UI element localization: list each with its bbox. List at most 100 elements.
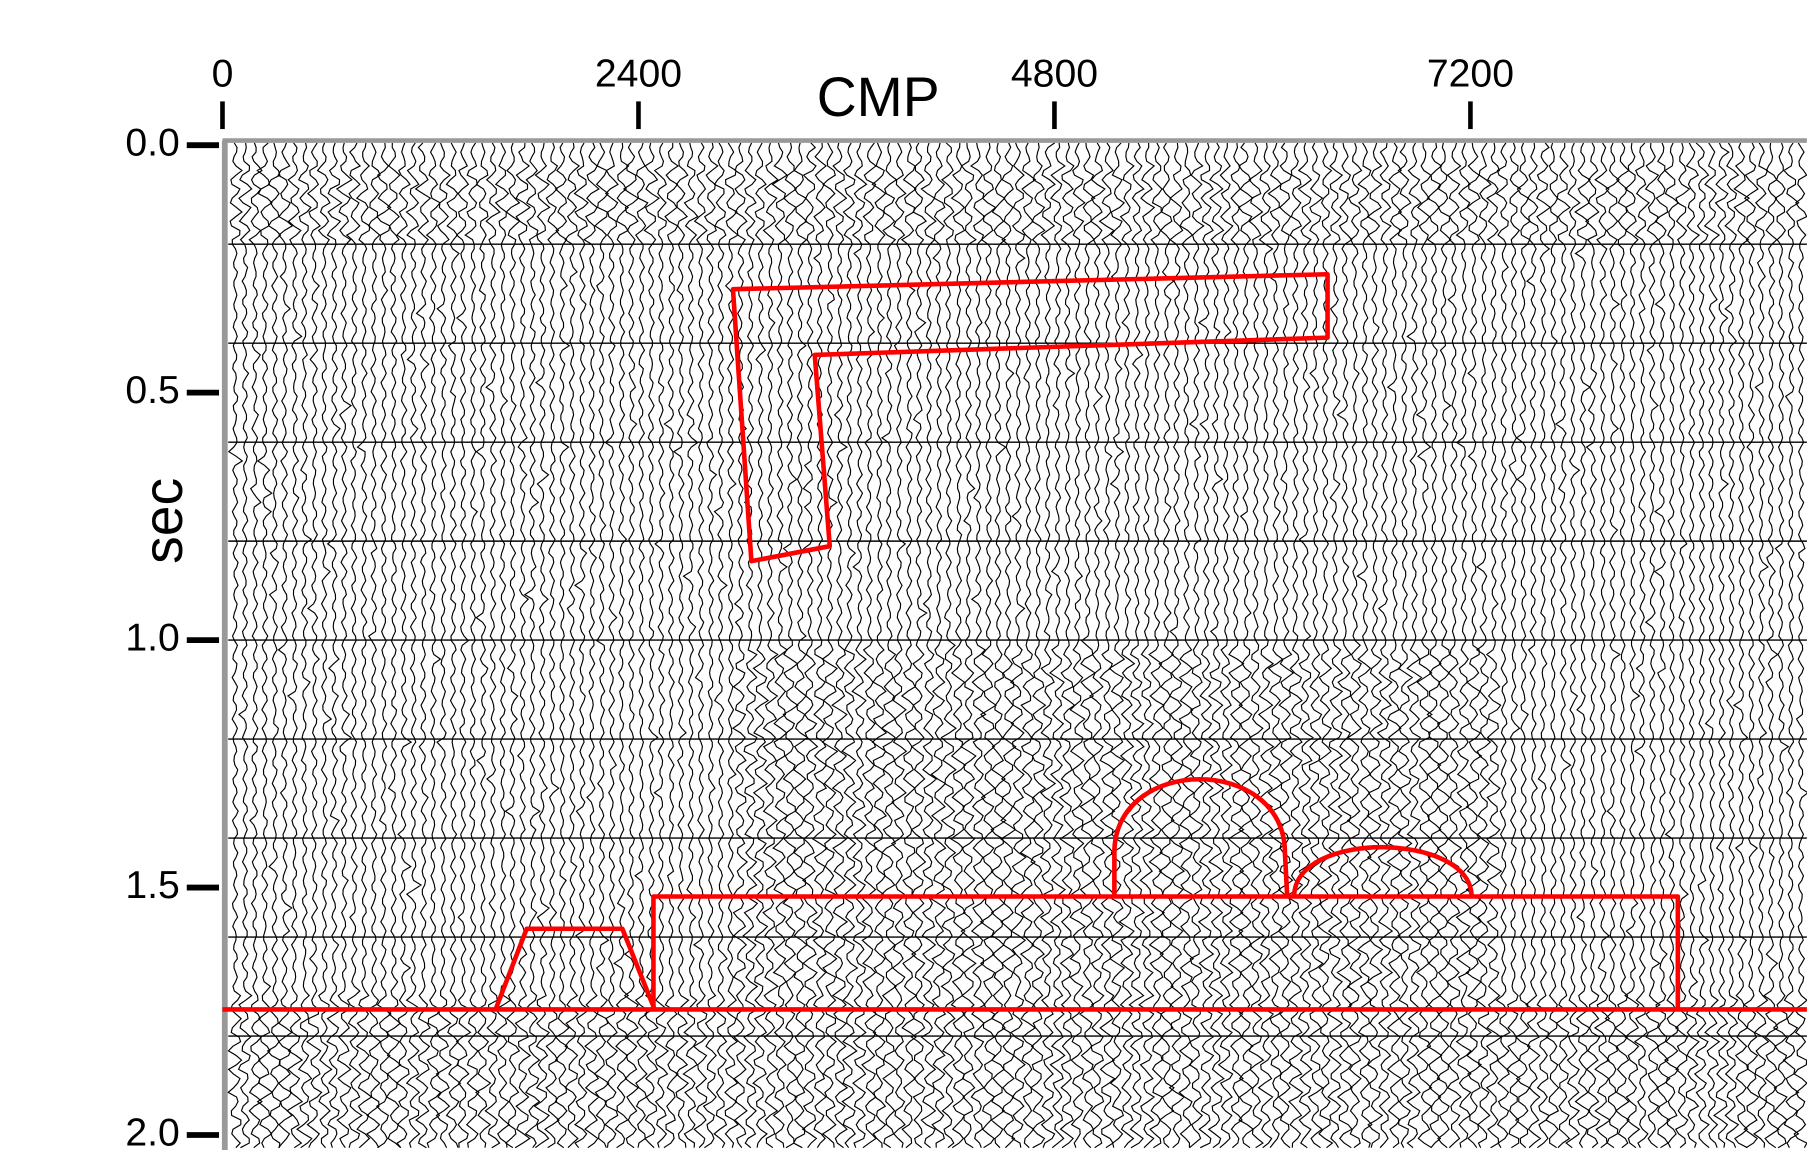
trace: [1593, 142, 1612, 1149]
trace: [1078, 142, 1097, 1149]
trace: [544, 142, 560, 1149]
trace: [435, 142, 453, 1148]
trace: [861, 142, 878, 1149]
trace: [821, 142, 839, 1148]
trace: [724, 142, 740, 1148]
trace: [1653, 142, 1671, 1149]
trace: [1168, 142, 1186, 1149]
trace: [960, 142, 977, 1149]
trace: [731, 142, 749, 1149]
trace: [1724, 142, 1740, 1148]
annotation-block: [651, 894, 1681, 1010]
trace: [445, 142, 462, 1148]
trace: [930, 142, 947, 1148]
trace: [1019, 142, 1037, 1149]
trace: [375, 142, 392, 1149]
trace: [811, 142, 829, 1149]
trace: [910, 142, 928, 1149]
trace: [1613, 142, 1631, 1149]
trace: [1465, 142, 1483, 1149]
trace: [1039, 142, 1057, 1148]
trace: [1088, 142, 1106, 1149]
trace: [880, 142, 898, 1149]
trace: [1712, 142, 1730, 1148]
trace: [1396, 142, 1414, 1148]
annotation-trapezoid: [493, 926, 657, 1011]
trace: [248, 142, 263, 1149]
trace: [1485, 142, 1503, 1149]
trace: [1763, 142, 1780, 1149]
trace: [533, 142, 551, 1149]
annotation-outline: [730, 271, 1330, 564]
y-tick-label: 2.0: [125, 1111, 179, 1150]
trace: [1525, 142, 1542, 1149]
trace: [296, 142, 313, 1149]
trace: [395, 142, 413, 1149]
trace: [1237, 142, 1255, 1149]
trace: [1584, 142, 1601, 1149]
trace: [306, 142, 323, 1148]
trace: [1446, 142, 1463, 1149]
trace: [1346, 142, 1363, 1149]
trace: [1633, 142, 1650, 1148]
y-tick-label: 1.0: [125, 616, 179, 659]
trace: [1455, 142, 1472, 1148]
trace: [1703, 142, 1721, 1148]
trace: [1366, 142, 1384, 1148]
trace: [831, 142, 849, 1149]
trace: [355, 142, 373, 1149]
trace: [1386, 142, 1403, 1149]
trace: [1248, 142, 1265, 1149]
trace: [1406, 142, 1423, 1149]
trace: [613, 142, 630, 1149]
grid: [228, 243, 1807, 1037]
trace: [979, 142, 998, 1149]
trace: [1178, 142, 1195, 1148]
trace: [1426, 142, 1443, 1149]
trace: [316, 142, 333, 1149]
trace: [1267, 142, 1285, 1149]
trace: [1009, 142, 1027, 1148]
trace: [1257, 142, 1275, 1149]
trace: [920, 142, 938, 1149]
trace: [1415, 142, 1433, 1149]
trace: [990, 142, 1007, 1149]
trace: [475, 142, 492, 1148]
trace: [1326, 142, 1344, 1148]
trace: [851, 142, 868, 1148]
trace: [771, 142, 789, 1148]
trace: [890, 142, 908, 1148]
trace: [1207, 142, 1225, 1149]
trace: [841, 142, 859, 1149]
y-tick-label: 1.5: [125, 864, 179, 907]
trace: [1059, 142, 1076, 1149]
trace: [653, 142, 670, 1148]
trace: [940, 142, 957, 1149]
trace: [702, 142, 719, 1149]
annotations: [222, 271, 1807, 1012]
trace: [1604, 142, 1621, 1149]
trace: [1108, 142, 1126, 1148]
trace: [227, 142, 244, 1149]
trace: [564, 142, 581, 1149]
trace: [1288, 142, 1304, 1148]
trace: [672, 142, 690, 1148]
trace: [1574, 142, 1592, 1149]
trace: [1336, 142, 1353, 1149]
trace: [1674, 142, 1691, 1149]
trace: [385, 142, 402, 1149]
annotation-dome: [1291, 844, 1474, 897]
trace: [1772, 142, 1790, 1149]
trace: [742, 142, 759, 1149]
trace: [949, 142, 967, 1149]
trace: [455, 142, 472, 1148]
x-axis-title: CMP: [817, 66, 940, 128]
trace: [414, 142, 432, 1149]
trace: [1317, 142, 1334, 1149]
trace: [1436, 142, 1452, 1149]
trace: [1732, 142, 1751, 1149]
trace: [1565, 142, 1581, 1149]
trace: [266, 142, 282, 1148]
